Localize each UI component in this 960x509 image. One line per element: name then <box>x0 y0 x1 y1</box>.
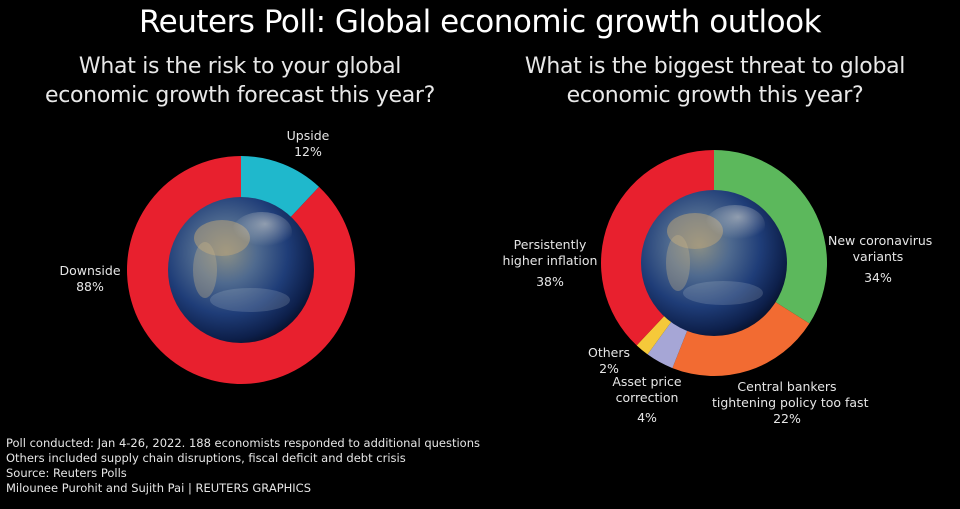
label-upside: Upside 12% <box>278 128 338 160</box>
page-title: Reuters Poll: Global economic growth out… <box>138 4 822 40</box>
right-question-line-1: What is the biggest threat to global <box>524 54 906 79</box>
footer-others-note: Others included supply chain disruptions… <box>6 451 406 465</box>
donut-segment-others <box>636 315 672 355</box>
label-coronavirus: New coronavirus variants 34% <box>828 233 933 286</box>
label-asset-line2: correction <box>615 390 679 405</box>
donut-segment-persistently-higher-inflation <box>601 150 714 346</box>
donut-segment-asset-price-correction <box>647 321 688 369</box>
left-chart-question: What is the risk to your global economic… <box>20 52 460 110</box>
label-downside: Downside 88% <box>55 263 125 295</box>
donut-segment-upside <box>241 156 320 218</box>
label-central-value: 22% <box>773 411 801 426</box>
donut-segment-new-coronavirus-variants <box>714 150 827 324</box>
label-others-name: Others <box>587 345 630 360</box>
footer-notes: Poll conducted: Jan 4-26, 2022. 188 econ… <box>6 436 480 496</box>
label-central-line2: tightening policy too fast <box>712 395 869 410</box>
right-donut-chart <box>601 150 827 376</box>
label-covid-value: 34% <box>864 270 892 285</box>
label-downside-value: 88% <box>76 279 104 294</box>
label-downside-name: Downside <box>59 263 121 278</box>
label-asset-value: 4% <box>637 410 657 425</box>
label-central-line1: Central bankers <box>737 379 837 394</box>
left-earth-image <box>168 197 314 343</box>
right-earth-image <box>641 190 787 336</box>
left-question-line-2: economic growth forecast this year? <box>44 83 436 108</box>
label-covid-line2: variants <box>852 249 904 264</box>
label-asset-line1: Asset price <box>612 374 682 389</box>
label-asset-price: Asset price correction 4% <box>612 374 682 426</box>
label-others: Others 2% <box>584 345 634 377</box>
footer-credits: Milounee Purohit and Sujith Pai | REUTER… <box>6 481 311 495</box>
right-chart-question: What is the biggest threat to global eco… <box>495 52 935 110</box>
footer-source: Source: Reuters Polls <box>6 466 127 480</box>
label-inflation-line1: Persistently <box>513 237 587 252</box>
label-upside-name: Upside <box>286 128 330 143</box>
left-donut-chart <box>126 156 355 384</box>
footer-poll-info: Poll conducted: Jan 4-26, 2022. 188 econ… <box>6 436 480 450</box>
donut-segment-central-bankers-tightening-policy-too-fast <box>672 301 810 376</box>
label-inflation-value: 38% <box>536 274 564 289</box>
label-others-value: 2% <box>599 361 619 376</box>
left-question-line-1: What is the risk to your global <box>78 54 402 79</box>
label-inflation: Persistently higher inflation 38% <box>500 237 600 290</box>
label-covid-line1: New coronavirus <box>828 233 933 248</box>
label-upside-value: 12% <box>294 144 322 159</box>
right-question-line-2: economic growth this year? <box>566 83 864 108</box>
label-inflation-line2: higher inflation <box>502 253 598 268</box>
donut-segment-downside <box>126 156 355 384</box>
label-central-bankers: Central bankers tightening policy too fa… <box>712 379 869 427</box>
